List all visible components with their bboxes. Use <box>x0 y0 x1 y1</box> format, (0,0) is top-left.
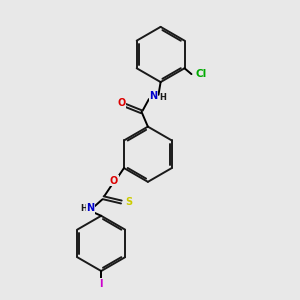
Text: H: H <box>159 94 166 103</box>
Text: N: N <box>86 203 94 213</box>
Text: N: N <box>149 91 157 101</box>
Text: Cl: Cl <box>196 69 207 79</box>
Text: S: S <box>126 197 133 207</box>
Text: H: H <box>80 204 87 213</box>
Text: O: O <box>110 176 118 186</box>
Text: I: I <box>99 279 103 289</box>
Text: O: O <box>117 98 125 108</box>
